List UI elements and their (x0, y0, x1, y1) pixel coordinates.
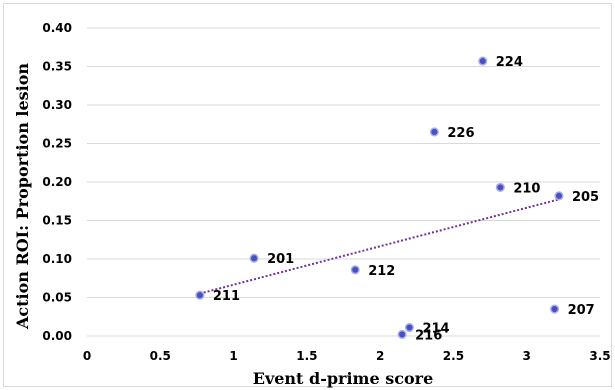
point-label-212: 212 (368, 264, 395, 279)
x-tick-labels: 0 0.5 1 1.5 2 2.5 3 3.5 (83, 349, 611, 363)
y-tick-label: 0.10 (42, 252, 72, 266)
x-tick-label: 1.5 (296, 349, 317, 363)
y-tick-label: 0.30 (42, 98, 72, 112)
trendline (199, 198, 560, 295)
y-tick-label: 0.05 (42, 291, 72, 305)
y-tick-label: 0.40 (42, 21, 72, 35)
point-label-226: 226 (447, 126, 474, 141)
point-label-201: 201 (267, 252, 294, 267)
y-tick-label: 0.20 (42, 175, 72, 189)
x-tick-label: 2 (376, 349, 384, 363)
point-label-211: 211 (213, 289, 240, 304)
data-point-224 (478, 56, 488, 66)
data-point-214 (404, 322, 415, 333)
x-tick-label: 0 (83, 349, 91, 363)
data-point-211 (195, 290, 205, 300)
data-point-212 (350, 265, 360, 275)
x-axis-title: Event d-prime score (253, 369, 434, 388)
trendline-group (199, 198, 560, 295)
data-point-207 (550, 304, 560, 314)
point-label-210: 210 (513, 181, 540, 196)
point-label-205: 205 (572, 190, 599, 205)
data-point-226 (429, 127, 439, 137)
x-tick-label: 0.5 (150, 349, 171, 363)
chart-frame (3, 3, 612, 387)
y-axis-title: Action ROI: Proportion lesion (13, 63, 32, 330)
gridlines (87, 27, 600, 337)
x-tick-label: 2.5 (443, 349, 464, 363)
data-point-210 (495, 182, 505, 192)
point-label-224: 224 (496, 55, 523, 70)
y-tick-label: 0.25 (42, 137, 72, 151)
point-label-216: 216 (415, 328, 442, 343)
y-tick-label: 0.00 (42, 329, 72, 343)
data-points (195, 56, 564, 340)
y-tick-labels: 0.00 0.05 0.10 0.15 0.20 0.25 0.30 0.35 0.40 (42, 21, 72, 343)
x-tick-label: 3 (523, 349, 531, 363)
point-label-207: 207 (568, 303, 595, 318)
data-point-205 (554, 191, 564, 201)
y-tick-label: 0.15 (42, 214, 72, 228)
data-point-216 (397, 329, 407, 340)
x-tick-label: 3.5 (589, 349, 610, 363)
data-point-201 (249, 253, 259, 263)
point-label-214: 214 (422, 322, 449, 337)
x-tick-label: 1 (229, 349, 237, 363)
y-tick-label: 0.35 (42, 60, 72, 74)
